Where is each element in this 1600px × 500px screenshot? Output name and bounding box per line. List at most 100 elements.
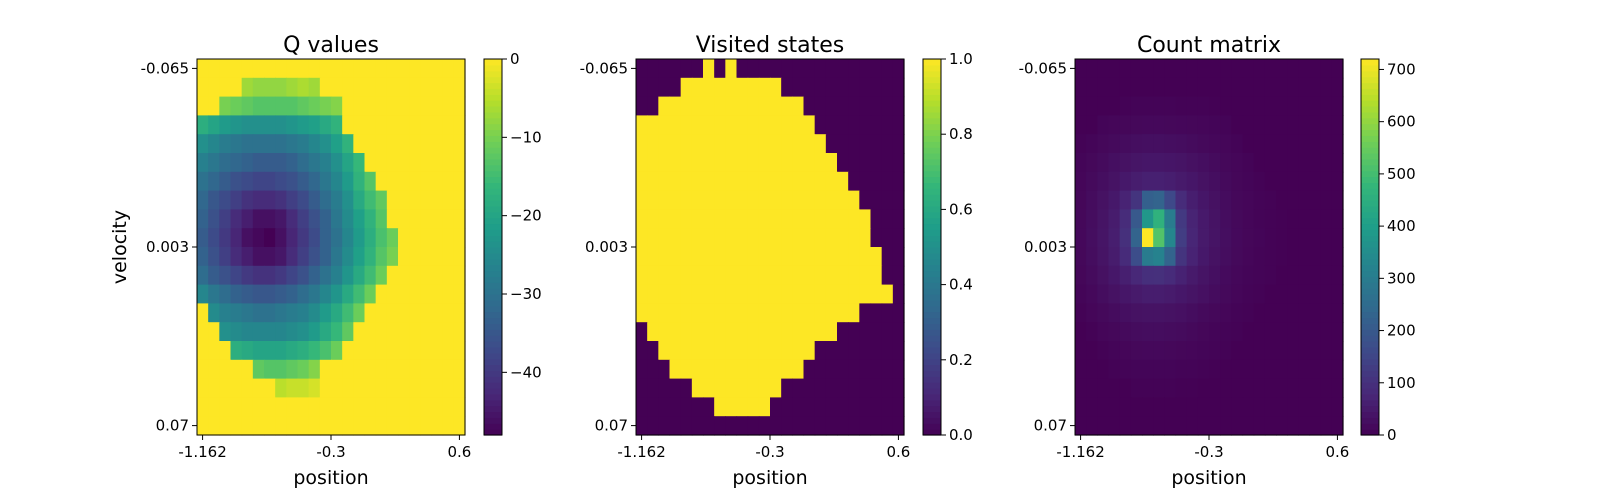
heatmap-cell [364, 322, 377, 342]
heatmap-cell [803, 115, 816, 135]
y-tick-label: 0.003 [1024, 238, 1067, 256]
heatmap-cell [1253, 322, 1266, 342]
heatmap-cell [375, 228, 388, 248]
heatmap-cell [825, 209, 838, 229]
colorbar-segment [923, 352, 941, 360]
heatmap-cell [1231, 303, 1244, 323]
heatmap-cell [364, 77, 377, 98]
heatmap-cell [1298, 247, 1311, 267]
heatmap-cell [331, 115, 343, 135]
heatmap-cell [859, 341, 872, 361]
heatmap-cell [1242, 378, 1255, 398]
heatmap-cell [1220, 59, 1232, 79]
heatmap-cell [1108, 59, 1121, 79]
heatmap-cell [647, 59, 659, 79]
heatmap-cell [1264, 115, 1277, 135]
heatmap-cell [703, 397, 715, 417]
x-axis-label: position [732, 467, 807, 489]
heatmap-cell [1197, 247, 1210, 267]
colorbar-segment [484, 211, 502, 219]
heatmap-cell [792, 134, 805, 154]
heatmap-cell [286, 341, 299, 361]
colorbar-segment [484, 323, 502, 330]
heatmap-cell [1309, 247, 1322, 267]
heatmap-cell [703, 190, 715, 210]
heatmap-cell [736, 247, 749, 267]
heatmap-cell [1097, 303, 1110, 323]
heatmap-cell [453, 359, 466, 380]
heatmap-cell [1097, 134, 1110, 154]
heatmap-cell [286, 322, 299, 342]
heatmap-cell [1298, 153, 1311, 173]
heatmap-cell [364, 284, 377, 304]
heatmap-cell [758, 359, 771, 380]
heatmap-cell [658, 77, 671, 98]
heatmap-cell [747, 265, 760, 286]
heatmap-cell [770, 190, 782, 210]
heatmap-cell [409, 322, 421, 342]
heatmap-cell [736, 59, 749, 79]
colorbar-segment [923, 305, 941, 313]
heatmap-cell [398, 77, 410, 98]
heatmap-cell [197, 247, 209, 267]
heatmap-cell [297, 209, 310, 229]
heatmap-cell [792, 171, 805, 192]
heatmap-cell [1298, 228, 1311, 248]
heatmap-cell [1309, 134, 1322, 154]
heatmap-cell [1264, 171, 1277, 192]
heatmap-cell [1253, 341, 1266, 361]
heatmap-cell [859, 359, 872, 380]
colorbar-segment [1361, 141, 1379, 148]
heatmap-cell [825, 378, 838, 398]
heatmap-cell [1331, 341, 1344, 361]
heatmap-cell [792, 96, 805, 116]
heatmap-cell [252, 284, 265, 304]
heatmap-cell [1086, 190, 1098, 210]
heatmap-cell [792, 378, 805, 398]
heatmap-cell [1164, 247, 1177, 267]
heatmap-cell [758, 171, 771, 192]
heatmap-cell [1209, 59, 1221, 79]
heatmap-cell [1175, 265, 1188, 286]
colorbar-segment [1361, 323, 1379, 330]
colorbar-segment [1361, 294, 1379, 301]
heatmap-cell [420, 359, 433, 380]
colorbar-segment [484, 123, 502, 131]
heatmap-cell [219, 115, 232, 135]
heatmap-cell [714, 378, 726, 398]
heatmap-cell [725, 303, 738, 323]
heatmap-cell [286, 284, 299, 304]
heatmap-cell [431, 171, 444, 192]
heatmap-cell [725, 341, 738, 361]
heatmap-cell [870, 134, 883, 154]
heatmap-cell [331, 265, 343, 286]
heatmap-cell [1097, 171, 1110, 192]
heatmap-cell [286, 209, 299, 229]
colorbar-segment [923, 341, 941, 348]
heatmap-cell [1287, 322, 1299, 342]
colorbar-segment [484, 276, 502, 283]
heatmap-cell [1097, 397, 1110, 417]
heatmap-cell [297, 96, 310, 116]
heatmap-cell [881, 96, 894, 116]
heatmap-cell [208, 265, 220, 286]
heatmap-cell [431, 77, 444, 98]
heatmap-cell [814, 134, 827, 154]
heatmap-cell [386, 153, 399, 173]
heatmap-cell [197, 209, 209, 229]
heatmap-cell [1186, 341, 1199, 361]
heatmap-cells [197, 59, 466, 436]
heatmap-cell [431, 284, 444, 304]
colorbar-frame [922, 58, 942, 436]
heatmap-cell [230, 303, 243, 323]
heatmap-cell [1130, 190, 1143, 210]
colorbar-segment [923, 247, 941, 254]
heatmap-cell [691, 115, 704, 135]
colorbar-segment [1361, 111, 1379, 119]
heatmap-cell [1220, 341, 1232, 361]
heatmap-cell [758, 416, 771, 436]
heatmap-cell [1108, 209, 1121, 229]
heatmap-cell [680, 115, 693, 135]
heatmap-cell [814, 209, 827, 229]
colorbar-segment [923, 364, 941, 371]
